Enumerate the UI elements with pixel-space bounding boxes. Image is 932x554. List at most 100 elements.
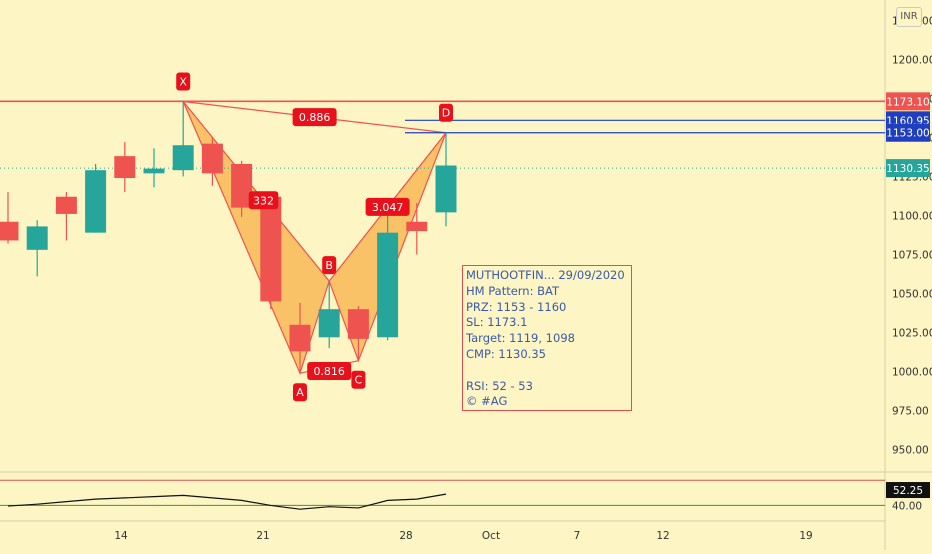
- point-label-d-bg: [439, 103, 453, 122]
- ratio-label-bg: [307, 361, 352, 380]
- point-label-x-bg: [176, 72, 191, 91]
- candle-body: [406, 221, 428, 232]
- price-tick-label: 1025.00: [892, 328, 932, 340]
- point-label-a-bg: [293, 383, 307, 402]
- pattern-info-box[interactable]: MUTHOOTFIN... 29/09/2020 HM Pattern: BAT…: [462, 265, 632, 411]
- price-badge-bg: [886, 123, 930, 142]
- currency-button[interactable]: INR: [896, 7, 922, 27]
- info-line-pattern: HM Pattern: BAT: [466, 283, 560, 298]
- rsi-current-badge-bg: [886, 482, 930, 499]
- candle: [85, 163, 107, 233]
- candle-body: [143, 168, 165, 174]
- point-label-x-text: X: [179, 75, 187, 88]
- candle-body: [114, 156, 136, 179]
- rsi-pane: 40.00 52.25: [0, 479, 930, 512]
- time-tick-label: Oct: [482, 530, 500, 542]
- point-label-c-text: C: [355, 374, 363, 387]
- point-label-b: B: [322, 256, 337, 275]
- time-tick-label: 7: [574, 530, 581, 542]
- candle-body: [231, 163, 253, 208]
- point-label-x: X: [176, 72, 191, 91]
- ratio-label: 3.047: [365, 197, 410, 216]
- time-tick-label: 19: [799, 530, 812, 542]
- candles: [0, 101, 457, 374]
- price-badge: 1130.35: [886, 159, 930, 178]
- candle-body: [377, 232, 399, 338]
- time-axis[interactable]: 14 21 28 Oct 7 12 19: [114, 530, 812, 542]
- candle-body: [435, 165, 457, 213]
- price-tick-label: 1075.00: [892, 250, 932, 262]
- ratio-label-text: 332: [253, 194, 274, 207]
- candle: [0, 192, 19, 244]
- info-line-stoploss: SL: 1173.1: [466, 315, 528, 330]
- candle-body: [0, 221, 19, 241]
- info-line-target: Target: 1119, 1098: [466, 331, 575, 346]
- ratio-label: 332: [248, 191, 279, 210]
- candle: [289, 302, 311, 374]
- candle-body: [26, 226, 48, 250]
- price-badge-text: 1130.35: [886, 163, 929, 175]
- candle: [172, 101, 194, 177]
- price-axis[interactable]: 1225.001200.001175.001150.001125.001100.…: [892, 15, 932, 456]
- candle: [143, 148, 165, 188]
- time-tick-label: 12: [656, 530, 669, 542]
- ratio-label-text: 0.816: [313, 365, 345, 378]
- price-badge-bg: [886, 92, 930, 111]
- candle: [377, 212, 399, 341]
- price-tick-label: 975.00: [892, 406, 929, 418]
- rsi-tick-label: 40.00: [892, 500, 922, 512]
- candle-body: [55, 196, 77, 214]
- price-badge-bg: [886, 159, 930, 178]
- info-line-cmp: CMP: 1130.35: [466, 346, 546, 361]
- price-badge: 1173.10: [886, 92, 930, 111]
- point-label-b-text: B: [325, 259, 333, 272]
- ratio-label-text: 0.886: [299, 111, 331, 124]
- info-line-prz: PRZ: 1153 - 1160: [466, 299, 567, 314]
- ratio-label: 0.886: [292, 108, 337, 127]
- info-line-credit: © #AG: [466, 394, 508, 409]
- info-line-rsi: RSI: 52 - 53: [466, 378, 533, 393]
- candle: [260, 195, 282, 310]
- price-tick-label: 1050.00: [892, 289, 932, 301]
- candle: [26, 220, 48, 277]
- price-tick-label: 1200.00: [892, 54, 932, 66]
- candle: [231, 160, 253, 218]
- candle-body: [318, 309, 340, 338]
- info-line-symbol-date: MUTHOOTFIN... 29/09/2020: [466, 268, 625, 282]
- point-label-d: D: [439, 103, 453, 122]
- point-label-c: C: [351, 370, 366, 389]
- price-tick-label: 1100.00: [892, 210, 932, 222]
- candle: [55, 192, 77, 241]
- pattern-labels: X A B C D 0.886 332 0.816 3.047: [176, 72, 453, 402]
- ratio-label-bg: [248, 191, 279, 210]
- candle: [318, 281, 340, 349]
- info-line-blank: [466, 363, 628, 379]
- time-tick-label: 28: [399, 530, 412, 542]
- ratio-label-bg: [292, 108, 337, 127]
- candle-body: [289, 324, 311, 352]
- point-label-d-text: D: [442, 107, 450, 120]
- candle: [435, 132, 457, 227]
- price-tick-label: 950.00: [892, 445, 929, 457]
- ratio-label-text: 3.047: [372, 201, 404, 214]
- candle-body: [201, 143, 223, 174]
- candle-body: [260, 196, 282, 302]
- ratio-label: 0.816: [307, 361, 352, 380]
- point-label-b-bg: [322, 256, 337, 275]
- horizontal-levels: [0, 100, 885, 169]
- price-badge: 1153.00: [886, 123, 930, 142]
- point-label-a: A: [293, 383, 307, 402]
- price-tick-label: 1000.00: [892, 367, 932, 379]
- price-badge-text: 1153.00: [886, 128, 929, 140]
- candle-body: [172, 145, 194, 171]
- candle: [114, 142, 136, 193]
- price-badge-text: 1173.10: [886, 96, 929, 108]
- candle: [201, 137, 223, 186]
- harmonic-pattern: [182, 100, 447, 375]
- rsi-current-badge: 52.25: [886, 482, 930, 499]
- candle: [347, 306, 369, 361]
- time-tick-label: 21: [256, 530, 269, 542]
